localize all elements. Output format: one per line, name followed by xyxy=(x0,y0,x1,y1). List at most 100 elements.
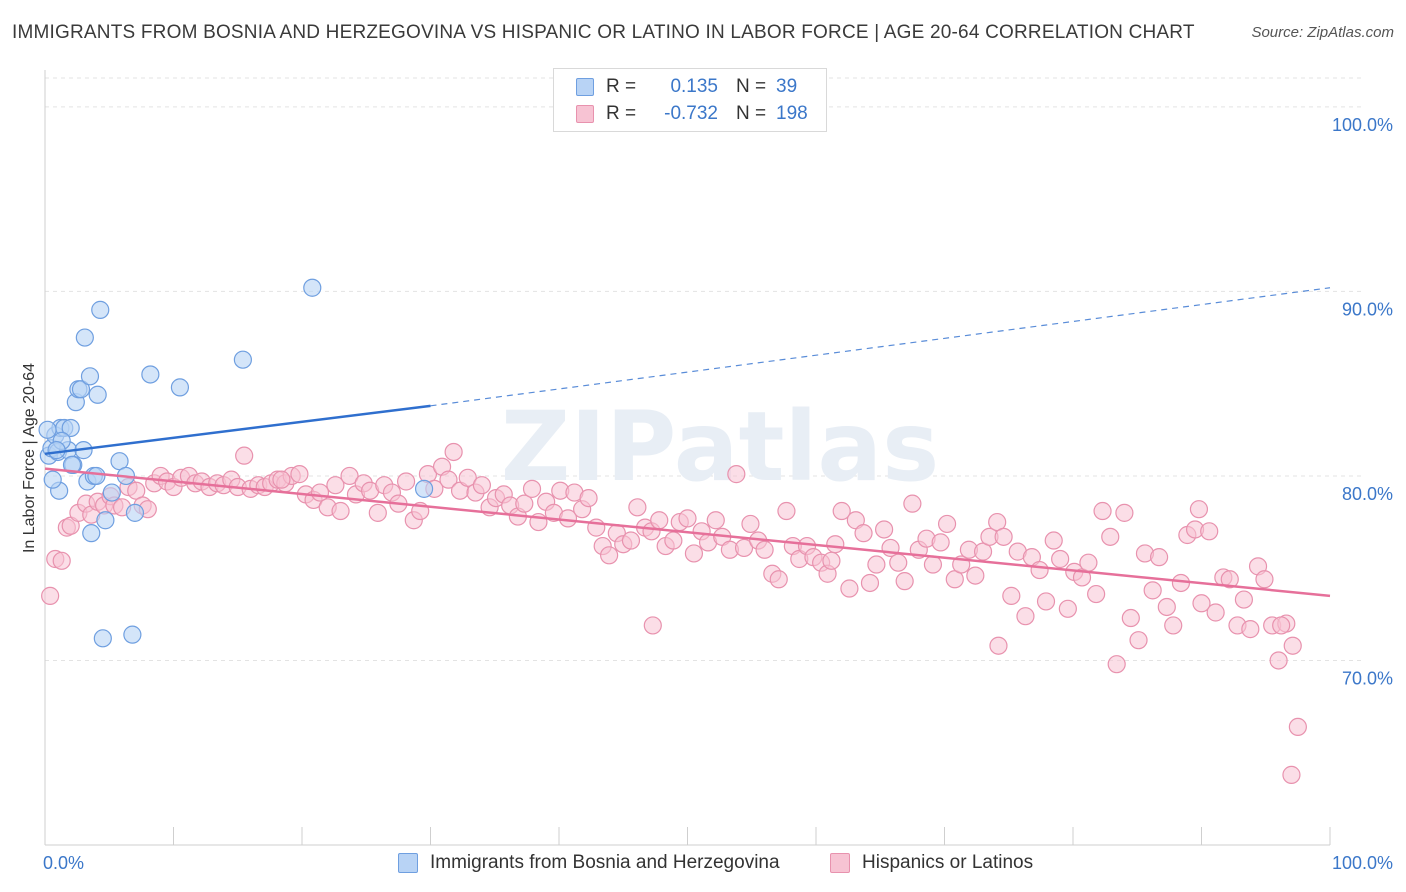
hispanic-point xyxy=(368,503,387,522)
hispanic-point xyxy=(1282,765,1301,784)
bosnia-point xyxy=(38,420,57,439)
legend-label: Immigrants from Bosnia and Herzegovina xyxy=(430,852,780,873)
trend-lines xyxy=(44,287,1331,598)
hispanic-point xyxy=(1030,560,1049,580)
hispanic-point xyxy=(1241,620,1260,639)
hispanic-point xyxy=(1164,616,1183,635)
hispanic-point xyxy=(777,501,796,521)
bosnia-trend-extension xyxy=(430,287,1331,407)
bosnia-point xyxy=(43,470,62,489)
y-tick-label: 90.0% xyxy=(1342,299,1393,319)
stats-row-hispanics: R = -0.732 N = 198 xyxy=(576,101,816,127)
hispanic-point xyxy=(1269,651,1288,670)
hispanic-point xyxy=(854,524,873,543)
hispanic-point xyxy=(1044,531,1063,550)
bosnia-trend-line xyxy=(44,404,431,456)
hispanic-point xyxy=(272,470,291,489)
legend-item-bosnia[interactable]: Immigrants from Bosnia and Herzegovina xyxy=(398,852,780,874)
series-hispanics xyxy=(41,442,1307,784)
bosnia-point xyxy=(62,455,82,474)
hispanic-point xyxy=(340,466,359,486)
bosnia-point xyxy=(82,524,101,543)
y-tick-label: 80.0% xyxy=(1342,484,1393,504)
hispanic-point xyxy=(1051,549,1070,569)
hispanic-point xyxy=(650,511,669,530)
hispanic-point xyxy=(1272,616,1291,635)
r-label: R = xyxy=(606,103,637,124)
hispanic-point xyxy=(331,501,350,521)
bosnia-point xyxy=(47,441,66,460)
r-value: 0.135 xyxy=(670,76,718,97)
hispanic-point xyxy=(1234,590,1254,609)
hispanic-point xyxy=(769,570,788,589)
hispanic-point xyxy=(522,479,542,498)
chart-title: IMMIGRANTS FROM BOSNIA AND HERZEGOVINA V… xyxy=(12,22,1195,43)
hispanic-point xyxy=(52,551,71,570)
hispanic-point xyxy=(1206,603,1225,622)
bosnia-point xyxy=(71,380,91,399)
legend-item-hispanics[interactable]: Hispanics or Latinos xyxy=(830,852,1033,874)
hispanic-point xyxy=(840,579,859,598)
hispanic-point xyxy=(1171,573,1191,593)
bosnia-point xyxy=(141,365,160,384)
x-tick-labels: 0.0% 100.0% xyxy=(43,853,1393,873)
hispanic-point xyxy=(621,531,641,550)
y-tick-labels: 70.0% 80.0% 90.0% 100.0% xyxy=(1332,115,1393,689)
x-tick-label: 0.0% xyxy=(43,853,84,873)
hispanic-point xyxy=(822,551,841,570)
hispanic-point xyxy=(1101,527,1120,546)
hispanic-point xyxy=(1283,636,1302,655)
hispanic-point xyxy=(1189,500,1209,519)
stats-legend: R = 0.135 N = 39 R = -0.732 N = 198 xyxy=(553,68,827,132)
hispanic-point xyxy=(1129,631,1148,650)
hispanic-point xyxy=(1288,717,1307,737)
bosnia-point xyxy=(414,479,434,498)
blue-swatch-icon xyxy=(398,853,418,873)
bosnia-point xyxy=(87,466,106,486)
hispanic-point xyxy=(472,476,491,495)
hispanic-point xyxy=(1121,608,1140,628)
bosnia-point xyxy=(80,367,100,386)
hispanic-point xyxy=(515,494,534,513)
hispanic-point xyxy=(875,520,894,539)
bosnia-point xyxy=(96,511,115,530)
hispanic-point xyxy=(684,544,704,563)
hispanic-point xyxy=(755,540,774,559)
hispanic-point xyxy=(1079,553,1098,572)
hispanic-point xyxy=(1220,570,1239,589)
hispanic-point xyxy=(1058,599,1077,618)
y-axis-label: In Labor Force | Age 20-64 xyxy=(21,363,38,553)
hispanic-point xyxy=(727,465,746,484)
hispanic-point xyxy=(1143,581,1162,600)
blue-swatch-icon xyxy=(576,78,594,96)
series-bosnia xyxy=(38,278,434,648)
hispanic-point xyxy=(458,468,477,487)
hispanic-point xyxy=(579,488,598,508)
hispanic-point xyxy=(439,470,458,489)
hispanic-point xyxy=(1200,522,1219,541)
hispanic-point xyxy=(396,472,416,491)
hispanic-point xyxy=(860,573,880,593)
y-tick-label: 70.0% xyxy=(1342,668,1393,688)
n-label: N = xyxy=(736,76,767,97)
hispanic-point xyxy=(1107,655,1126,674)
hispanic-point xyxy=(444,442,463,462)
hispanic-point xyxy=(734,538,754,558)
hispanic-point xyxy=(923,555,943,574)
hispanic-point xyxy=(235,446,254,465)
n-label: N = xyxy=(736,103,767,124)
hispanic-point xyxy=(290,465,309,484)
x-tick-label: 100.0% xyxy=(1332,853,1393,873)
bosnia-point xyxy=(91,300,110,319)
bosnia-point xyxy=(93,629,112,648)
grid-lines xyxy=(45,77,1365,661)
hispanic-point xyxy=(903,494,922,513)
bosnia-point xyxy=(233,350,252,369)
n-value: 198 xyxy=(776,103,808,124)
bosnia-point xyxy=(123,625,142,644)
chart-source: Source: ZipAtlas.com xyxy=(1251,24,1394,41)
hispanic-point xyxy=(1149,548,1169,567)
hispanic-point xyxy=(1002,586,1021,605)
hispanic-point xyxy=(1036,592,1056,611)
